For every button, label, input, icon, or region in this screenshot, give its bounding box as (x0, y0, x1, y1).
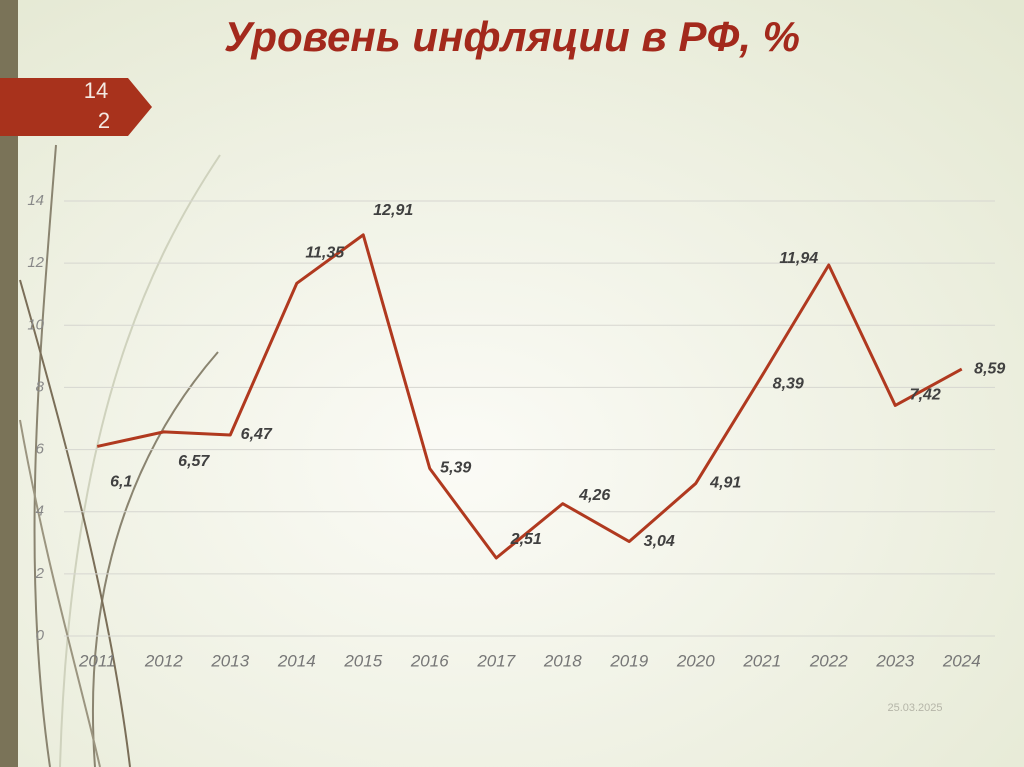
data-label: 4,26 (578, 487, 610, 504)
y-tick-label: 4 (36, 503, 44, 520)
data-label: 5,39 (440, 460, 471, 477)
line (96, 233, 963, 560)
x-tick-label: 2024 (942, 651, 981, 670)
data-label: 6,47 (241, 426, 273, 443)
x-tick-label: 2020 (676, 651, 715, 670)
data-label: 12,91 (373, 202, 413, 219)
x-tick-label: 2022 (809, 651, 848, 670)
x-tick-label: 2014 (277, 651, 316, 670)
chart-title: Уровень инфляции в РФ, % (224, 13, 800, 60)
data-label: 3,04 (644, 533, 675, 550)
y-tick-label: 12 (27, 254, 44, 271)
data-label: 6,57 (178, 453, 210, 470)
y-tick-label: 2 (35, 565, 45, 582)
slide-number: 14 (84, 78, 108, 103)
x-tick-label: 2011 (78, 651, 116, 670)
y-tick-label: 10 (27, 316, 44, 333)
x-tick-label: 2021 (742, 651, 781, 670)
x-tick-label: 2012 (144, 651, 183, 670)
data-label: 4,91 (709, 475, 741, 492)
y-tick-label: 8 (36, 378, 45, 395)
decor-curves (19, 144, 221, 767)
data-label: 2,51 (510, 531, 542, 548)
slide-number-tag (0, 78, 152, 136)
data-label: 11,94 (779, 250, 818, 267)
x-tick-label: 2017 (476, 651, 515, 670)
data-label: 11,35 (305, 245, 345, 262)
data-label: 6,1 (110, 474, 132, 491)
x-tick-label: 2013 (210, 651, 249, 670)
x-tick-label: 2015 (343, 651, 382, 670)
x-tick-label: 2019 (609, 651, 648, 670)
data-label: 8,59 (974, 360, 1005, 377)
y-tick-label: 0 (36, 627, 45, 644)
data-label: 7,42 (910, 387, 941, 404)
side-stripe (0, 0, 18, 767)
data-label: 8,39 (773, 376, 804, 393)
x-tick-label: 2023 (875, 651, 914, 670)
y-tick-label: 6 (36, 441, 45, 458)
slide-number: 2 (98, 108, 110, 133)
x-tick-label: 2018 (543, 651, 582, 670)
date: 25.03.2025 (887, 702, 942, 714)
x-tick-label: 2016 (410, 651, 449, 670)
y-tick-label: 14 (27, 192, 44, 209)
